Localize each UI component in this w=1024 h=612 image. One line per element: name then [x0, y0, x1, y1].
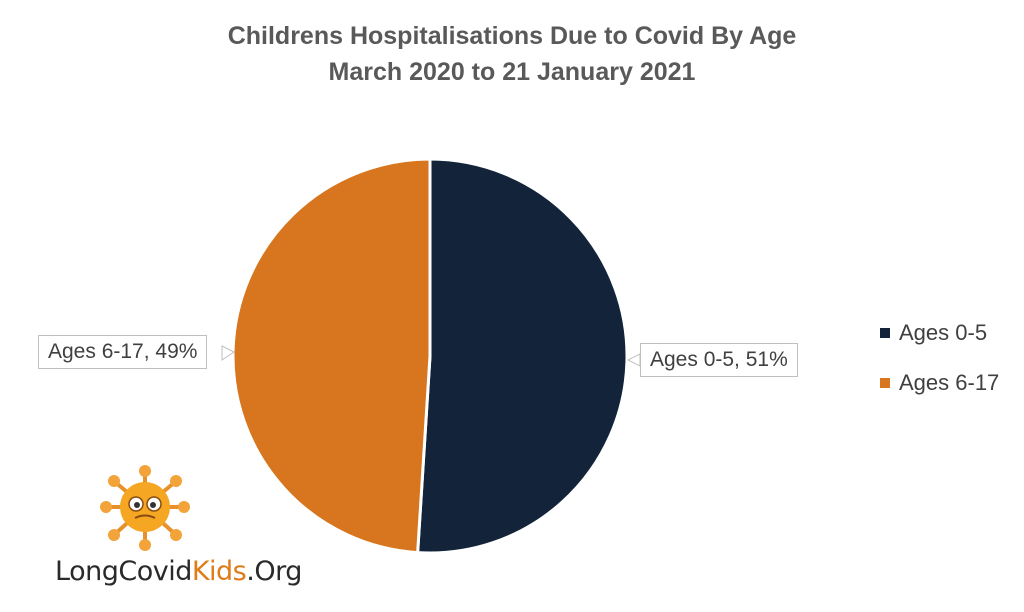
logo-text: LongCovidKids.Org: [55, 556, 302, 587]
pie-slice-ages-0-5: [416, 157, 629, 555]
virus-mascot-icon: [100, 465, 190, 551]
chart-legend: Ages 0-5 Ages 6-17: [880, 318, 999, 418]
legend-label-ages-6-17: Ages 6-17: [899, 370, 1000, 395]
chart-title-line1: Childrens Hospitalisations Due to Covid …: [227, 22, 797, 50]
chart-subtitle: March 2020 to 21 January 2021: [328, 58, 696, 86]
callout-pointer-ages-6-17: [221, 345, 235, 361]
data-label-ages-0-5: Ages 0-5, 51%: [640, 343, 798, 377]
logo-text-accent: Kids: [191, 556, 247, 587]
legend-swatch-ages-0-5: [880, 328, 890, 338]
data-label-ages-6-17: Ages 6-17, 49%: [38, 335, 208, 369]
callout-pointer-ages-0-5: [626, 353, 641, 367]
logo-text-end: .Org: [246, 556, 302, 587]
legend-label-ages-0-5: Ages 0-5: [899, 320, 988, 345]
legend-swatch-ages-6-17: [880, 378, 890, 388]
legend-item-ages-0-5: Ages 0-5: [880, 318, 999, 348]
logo-text-main: LongCovid: [55, 556, 192, 587]
pie-slice-ages-6-17: [231, 157, 432, 555]
legend-item-ages-6-17: Ages 6-17: [880, 368, 999, 398]
chart-title: Childrens Hospitalisations Due to Covid …: [0, 18, 1024, 90]
longcovidkids-logo: LongCovidKids.Org: [55, 462, 302, 592]
